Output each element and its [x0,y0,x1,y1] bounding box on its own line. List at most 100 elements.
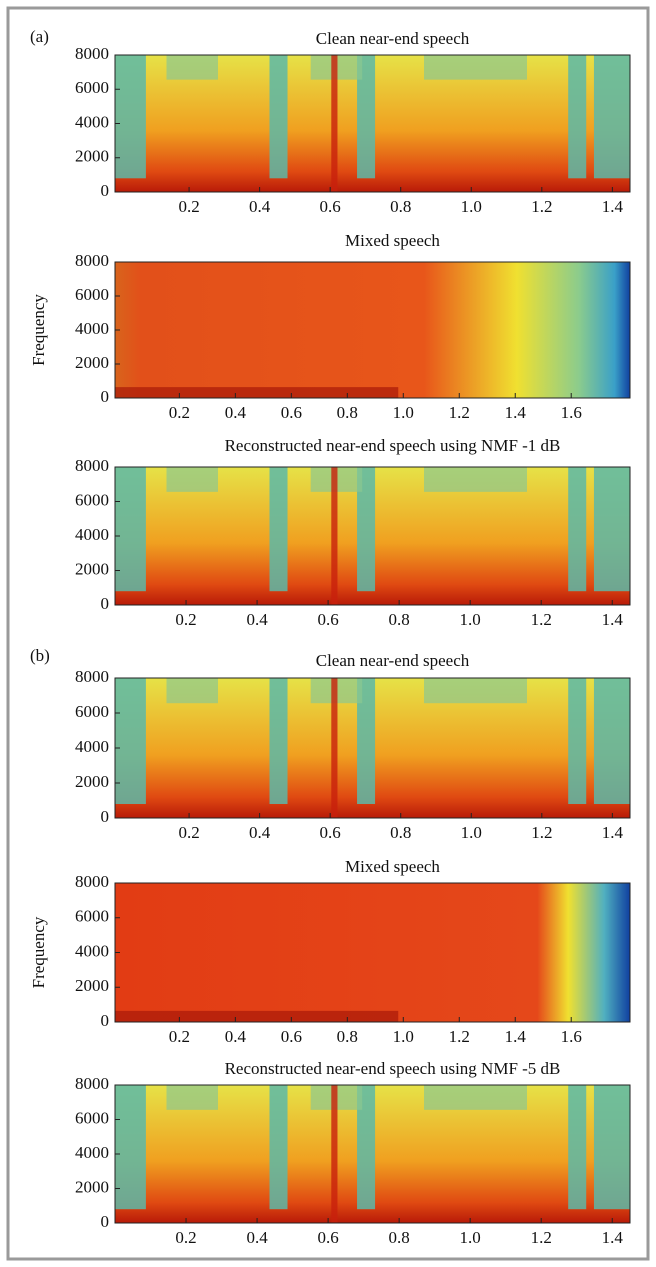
y-tick-label: 6000 [75,285,109,304]
y-tick-label: 0 [101,594,110,613]
x-tick-label: 0.4 [225,1027,247,1046]
spectrogram-image [115,883,630,1022]
y-tick-label: 6000 [75,490,109,509]
spectrogram-region [568,55,587,179]
spectrogram-region [475,678,527,704]
spectrogram-region [593,55,630,179]
spectrogram-image [115,262,630,398]
x-tick-label: 1.6 [561,403,582,422]
spectrogram-region [424,678,476,704]
x-tick-label: 0.6 [320,823,341,842]
spectrogram-region [424,55,476,80]
x-tick-label: 1.2 [531,610,552,629]
y-tick-label: 2000 [75,772,109,791]
x-tick-label: 1.4 [505,403,527,422]
spectrogram-region [475,55,527,80]
y-tick-label: 4000 [75,737,109,756]
spectrogram-region [568,1085,587,1210]
spectrogram-region [269,55,288,179]
spectrogram-region [568,678,587,804]
spectrogram-region [115,467,146,592]
x-tick-label: 1.0 [393,403,414,422]
frame [6,6,650,1261]
chart-title: Reconstructed near-end speech using NMF … [225,436,561,455]
spectrogram-region [269,678,288,804]
y-tick-label: 2000 [75,976,109,995]
spectrogram-region [115,1010,399,1022]
x-tick-label: 0.6 [317,610,338,629]
x-tick-label: 0.4 [246,1228,268,1247]
x-tick-label: 1.6 [561,1027,582,1046]
x-tick-label: 1.0 [460,1228,481,1247]
y-tick-label: 6000 [75,907,109,926]
chart-title: Reconstructed near-end speech using NMF … [225,1059,561,1078]
x-tick-label: 0.4 [249,823,271,842]
y-tick-label: 8000 [75,251,109,270]
spectrogram-region [593,1085,630,1210]
y-tick-label: 6000 [75,78,109,97]
x-tick-label: 0.2 [169,1027,190,1046]
x-tick-label: 0.8 [389,610,410,629]
y-tick-label: 4000 [75,112,109,131]
x-tick-label: 1.2 [449,403,470,422]
spectrogram-region [475,467,527,492]
spectrogram-region [331,55,338,192]
spectrogram-region [269,467,288,592]
spectrogram-region [115,1085,146,1210]
x-tick-label: 0.2 [169,403,190,422]
spectrogram-region [166,678,218,704]
x-tick-label: 0.8 [337,403,358,422]
y-axis-label: Frequency [29,294,48,366]
y-tick-label: 2000 [75,1177,109,1196]
x-tick-label: 1.0 [460,610,481,629]
y-tick-label: 4000 [75,941,109,960]
y-tick-label: 2000 [75,559,109,578]
y-tick-label: 0 [101,1212,110,1231]
spectrogram-region [357,678,376,804]
x-tick-label: 1.4 [602,610,624,629]
y-tick-label: 2000 [75,353,109,372]
chart-title: Clean near-end speech [316,651,470,670]
y-tick-label: 0 [101,807,110,826]
y-tick-label: 6000 [75,1108,109,1127]
y-tick-label: 4000 [75,525,109,544]
panel-label: (b) [30,646,50,665]
chart-title: Clean near-end speech [316,29,470,48]
x-tick-label: 0.6 [320,197,341,216]
y-tick-label: 2000 [75,147,109,166]
x-tick-label: 0.2 [178,197,199,216]
y-tick-label: 0 [101,387,110,406]
spectrogram-region [115,678,146,804]
y-tick-label: 4000 [75,319,109,338]
spectrogram-region [269,1085,288,1210]
spectrogram-region [115,387,399,398]
x-tick-label: 0.6 [281,1027,302,1046]
spectrogram-region [166,467,218,492]
spectrogram-region [166,55,218,80]
x-tick-label: 0.8 [390,823,411,842]
x-tick-label: 0.6 [317,1228,338,1247]
y-tick-label: 4000 [75,1143,109,1162]
spectrogram-region [357,55,376,179]
x-tick-label: 0.2 [178,823,199,842]
x-tick-label: 0.2 [175,610,196,629]
x-tick-label: 0.4 [246,610,268,629]
x-tick-label: 0.2 [175,1228,196,1247]
x-tick-label: 1.0 [461,197,482,216]
spectrogram-region [424,1085,476,1110]
spectrogram-region [331,467,338,605]
x-tick-label: 1.2 [531,1228,552,1247]
spectrogram-region [593,467,630,592]
spectrogram-region [166,1085,218,1110]
x-tick-label: 1.2 [531,197,552,216]
y-tick-label: 0 [101,181,110,200]
spectrogram-region [475,1085,527,1110]
x-tick-label: 0.8 [389,1228,410,1247]
chart-title: Mixed speech [345,857,440,876]
y-tick-label: 6000 [75,702,109,721]
y-tick-label: 8000 [75,1074,109,1093]
y-tick-label: 8000 [75,44,109,63]
x-tick-label: 1.2 [531,823,552,842]
x-tick-label: 1.0 [461,823,482,842]
x-tick-label: 0.6 [281,403,302,422]
